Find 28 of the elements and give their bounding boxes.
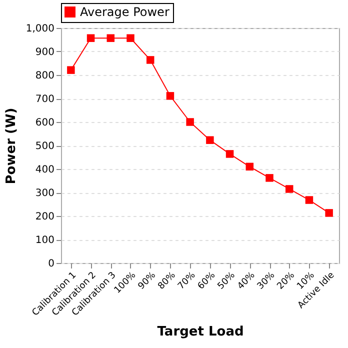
y-tick-label: 600 (35, 118, 54, 128)
y-tick-label: 200 (35, 212, 54, 222)
y-tick-label: 500 (35, 141, 54, 152)
y-axis-title: Power (W) (4, 108, 19, 184)
y-tick-label: 0 (48, 258, 54, 270)
point (106, 34, 115, 42)
point (266, 174, 274, 182)
point (226, 150, 234, 158)
point (305, 196, 314, 204)
point (146, 56, 154, 64)
y-tick-label: 400 (35, 164, 54, 176)
point (86, 34, 95, 42)
point (246, 162, 254, 171)
point (206, 136, 214, 144)
point (166, 92, 174, 100)
point (126, 34, 134, 42)
point (285, 185, 294, 193)
y-tick-label: 1,000 (26, 24, 54, 34)
y-tick-label: 900 (35, 47, 54, 58)
legend-label: Average Power (80, 5, 170, 19)
y-tick-label: 100 (35, 235, 54, 246)
x-axis-title: Target Load (157, 324, 244, 340)
point (186, 118, 194, 126)
y-tick-label: 800 (35, 70, 54, 82)
point (67, 66, 75, 74)
y-tick-label: 700 (35, 94, 54, 105)
y-tick-label: 300 (35, 188, 54, 199)
point (325, 209, 333, 217)
